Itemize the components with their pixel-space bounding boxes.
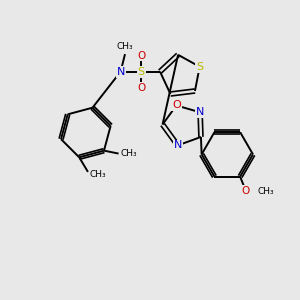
Text: CH₃: CH₃ bbox=[117, 42, 133, 51]
Text: O: O bbox=[172, 100, 181, 110]
Text: N: N bbox=[196, 107, 204, 117]
Text: CH₃: CH₃ bbox=[120, 149, 136, 158]
Text: O: O bbox=[242, 186, 250, 196]
Text: CH₃: CH₃ bbox=[257, 187, 274, 196]
Text: CH₃: CH₃ bbox=[89, 170, 106, 179]
Text: O: O bbox=[137, 83, 145, 93]
Text: N: N bbox=[116, 67, 125, 76]
Text: N: N bbox=[174, 140, 182, 150]
Text: O: O bbox=[137, 51, 145, 61]
Text: S: S bbox=[137, 67, 145, 76]
Text: S: S bbox=[196, 62, 203, 72]
